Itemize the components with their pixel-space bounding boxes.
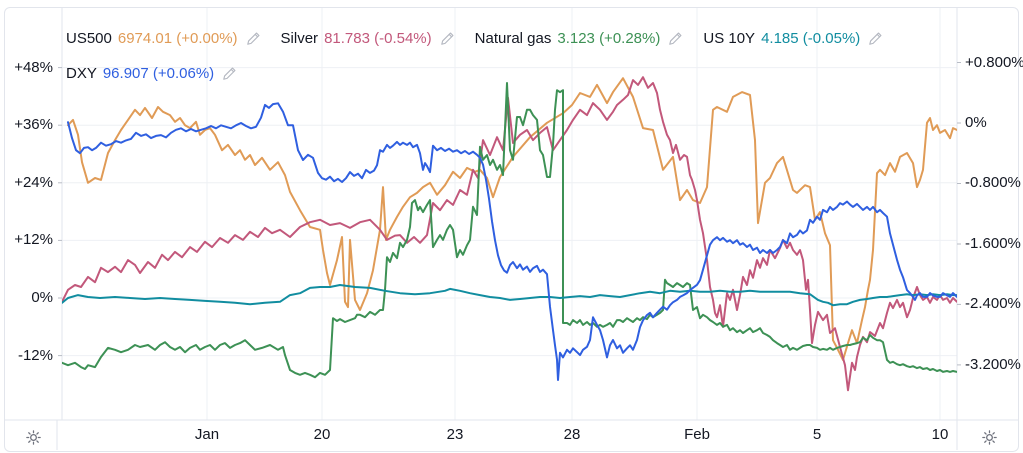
- symbol-value: 3.123 (+0.28%): [557, 30, 661, 47]
- symbol-value: 81.783 (-0.54%): [324, 30, 432, 47]
- left-axis-label: 0%: [31, 289, 53, 306]
- left-axis-label: +24%: [14, 173, 53, 191]
- time-axis-label: 28: [563, 426, 581, 443]
- legend-item-dxy[interactable]: DXY 96.907 (+0.06%): [66, 65, 237, 82]
- edit-pencil-icon[interactable]: [440, 31, 455, 46]
- time-axis-label: 10: [931, 426, 949, 443]
- series-line-us10y: [62, 284, 957, 307]
- series-line-dxy: [67, 102, 957, 381]
- symbol-value: 96.907 (+0.06%): [102, 65, 215, 82]
- legend-item-us500[interactable]: US500 6974.01 (+0.00%): [66, 30, 261, 47]
- left-axis-label: +36%: [14, 116, 53, 134]
- left-axis-label: +48%: [14, 58, 53, 76]
- series-line-us500: [67, 77, 957, 361]
- legend-item-silver[interactable]: Silver 81.783 (-0.54%): [281, 30, 455, 47]
- settings-gear-icon[interactable]: [23, 427, 43, 447]
- right-price-axis[interactable]: +0.800% 0% -0.800% -1.600% -2.400% -3.200%: [963, 0, 1023, 420]
- time-axis-label: Jan: [194, 426, 220, 443]
- time-axis[interactable]: Jan 20 23 28 Feb 5 10: [0, 420, 1023, 450]
- symbol-value: 6974.01 (+0.00%): [117, 30, 238, 47]
- symbol-name: DXY: [66, 65, 97, 82]
- right-axis-label: -2.400%: [965, 295, 1021, 313]
- time-axis-label: 5: [812, 426, 822, 443]
- left-price-axis[interactable]: +48% +36% +24% +12% 0% -12%: [0, 0, 56, 420]
- time-axis-label: 23: [446, 426, 464, 443]
- symbol-name: US500: [66, 30, 112, 47]
- left-axis-label: -12%: [17, 346, 53, 364]
- legend-row-1: US500 6974.01 (+0.00%) Silver 81.783 (-0…: [66, 21, 883, 56]
- symbol-value: 4.185 (-0.05%): [761, 30, 861, 47]
- time-axis-label: Feb: [684, 426, 710, 443]
- edit-pencil-icon[interactable]: [668, 31, 683, 46]
- right-axis-label: +0.800%: [965, 53, 1023, 71]
- legend-item-natural-gas[interactable]: Natural gas 3.123 (+0.28%): [475, 30, 684, 47]
- right-axis-label: 0%: [965, 114, 987, 131]
- right-axis-label: -0.800%: [965, 174, 1021, 192]
- time-axis-label: 20: [313, 426, 331, 443]
- symbol-name: Silver: [280, 30, 319, 47]
- right-axis-label: -3.200%: [965, 355, 1021, 373]
- legend-row-2: DXY 96.907 (+0.06%): [66, 56, 883, 91]
- edit-pencil-icon[interactable]: [246, 31, 261, 46]
- edit-pencil-icon[interactable]: [868, 31, 883, 46]
- settings-gear-icon[interactable]: [979, 427, 999, 447]
- edit-pencil-icon[interactable]: [222, 66, 237, 81]
- legend-item-us10y[interactable]: US 10Y 4.185 (-0.05%): [703, 30, 883, 47]
- symbol-name: US 10Y: [703, 30, 756, 47]
- series-line-silver: [62, 76, 957, 392]
- symbol-name: Natural gas: [474, 30, 552, 47]
- series-line-natural-gas: [62, 82, 957, 379]
- legend: US500 6974.01 (+0.00%) Silver 81.783 (-0…: [66, 21, 883, 91]
- left-axis-label: +12%: [14, 231, 53, 249]
- right-axis-label: -1.600%: [965, 234, 1021, 252]
